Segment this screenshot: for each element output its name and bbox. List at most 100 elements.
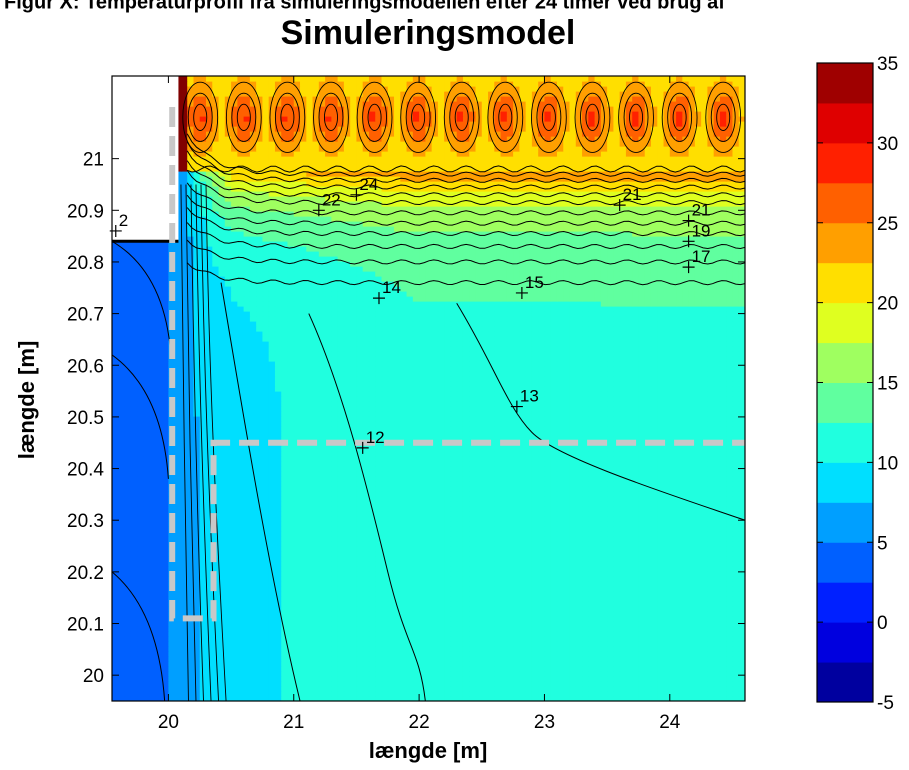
field-cell	[613, 586, 621, 592]
field-cell	[650, 636, 658, 642]
field-cell	[481, 561, 489, 567]
field-cell	[287, 531, 295, 537]
field-cell	[638, 471, 646, 477]
field-cell	[337, 561, 345, 567]
field-cell	[732, 476, 740, 482]
field-cell	[713, 561, 721, 567]
field-cell	[538, 581, 546, 587]
field-cell	[657, 626, 665, 632]
field-cell	[368, 581, 376, 587]
field-cell	[713, 606, 721, 612]
field-cell	[644, 456, 652, 462]
field-cell	[412, 641, 420, 647]
field-cell	[368, 496, 376, 502]
field-cell	[701, 486, 708, 492]
field-cell	[155, 496, 163, 502]
field-cell	[287, 556, 295, 562]
field-cell	[500, 641, 508, 647]
field-cell	[556, 571, 564, 577]
field-cell	[406, 546, 414, 552]
field-cell	[582, 681, 589, 687]
field-cell	[387, 536, 395, 542]
field-cell	[274, 461, 282, 467]
field-cell	[112, 536, 119, 542]
field-cell	[707, 511, 715, 517]
field-cell	[644, 521, 652, 527]
field-cell	[538, 686, 546, 692]
field-cell	[594, 651, 602, 657]
field-cell	[406, 651, 414, 657]
field-cell	[582, 461, 589, 467]
field-cell	[719, 641, 727, 647]
field-cell	[719, 636, 727, 642]
field-cell	[130, 591, 138, 597]
field-cell	[356, 506, 364, 512]
field-cell	[607, 471, 614, 477]
field-cell	[563, 596, 571, 602]
field-cell	[249, 526, 257, 532]
field-cell	[400, 481, 408, 487]
field-cell	[462, 526, 470, 532]
field-cell	[713, 601, 721, 607]
field-cell	[575, 621, 583, 627]
field-cell	[231, 576, 238, 582]
field-cell	[676, 536, 683, 542]
field-cell	[600, 646, 608, 652]
field-cell	[394, 541, 401, 547]
field-cell	[575, 541, 583, 547]
field-cell	[575, 596, 583, 602]
field-cell	[143, 461, 151, 467]
field-cell	[600, 521, 608, 527]
field-cell	[419, 471, 426, 477]
field-cell	[582, 506, 589, 512]
field-cell	[281, 461, 289, 467]
field-cell	[168, 591, 176, 597]
field-cell	[600, 671, 608, 677]
field-cell	[206, 566, 213, 572]
field-cell	[669, 541, 677, 547]
field-cell	[719, 581, 727, 587]
field-cell	[713, 556, 721, 562]
field-cell	[281, 571, 289, 577]
field-cell	[118, 681, 126, 687]
field-cell	[412, 591, 420, 597]
field-cell	[550, 591, 558, 597]
field-cell	[112, 551, 119, 557]
field-cell	[550, 691, 558, 697]
field-cell	[318, 696, 326, 701]
field-cell	[694, 671, 702, 677]
field-cell	[155, 676, 163, 682]
field-cell	[293, 636, 301, 642]
field-cell	[481, 551, 489, 557]
field-cell	[582, 531, 589, 537]
field-cell	[644, 591, 652, 597]
field-cell	[356, 451, 364, 457]
field-cell	[625, 681, 633, 687]
field-cell	[281, 586, 289, 592]
field-cell	[663, 676, 671, 682]
field-cell	[494, 531, 502, 537]
field-cell	[262, 506, 270, 512]
field-cell	[663, 466, 671, 472]
field-cell	[137, 616, 144, 622]
field-cell	[713, 531, 721, 537]
field-cell	[174, 691, 182, 697]
field-cell	[174, 651, 182, 657]
field-cell	[199, 546, 207, 552]
field-cell	[419, 691, 426, 697]
field-cell	[425, 586, 433, 592]
field-cell	[481, 536, 489, 542]
field-cell	[281, 536, 289, 542]
field-cell	[325, 491, 332, 497]
field-cell	[506, 536, 514, 542]
field-cell	[331, 526, 339, 532]
field-cell	[287, 591, 295, 597]
field-cell	[237, 476, 245, 482]
field-cell	[268, 681, 276, 687]
field-cell	[112, 561, 119, 567]
field-cell	[168, 636, 176, 642]
field-cell	[738, 576, 745, 582]
field-cell	[556, 686, 564, 692]
field-cell	[701, 471, 708, 477]
field-cell	[726, 481, 734, 487]
